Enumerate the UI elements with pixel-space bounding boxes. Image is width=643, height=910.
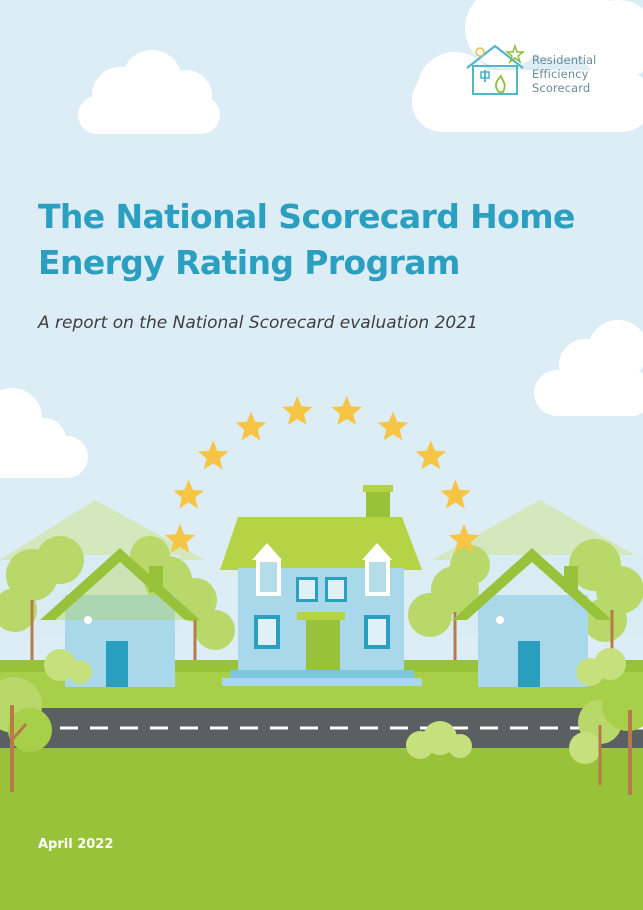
logo-line-3: Scorecard bbox=[532, 81, 591, 95]
cloud-top-left bbox=[78, 50, 220, 134]
foreground-tree-left bbox=[0, 677, 52, 792]
rating-star bbox=[282, 396, 313, 425]
residential-efficiency-scorecard-logo: Residential Efficiency Scorecard bbox=[463, 40, 613, 102]
rating-star bbox=[164, 524, 196, 553]
rating-star bbox=[377, 411, 409, 441]
bushes bbox=[44, 648, 626, 759]
logo-line-2: Efficiency bbox=[532, 67, 589, 81]
house-center bbox=[220, 485, 422, 686]
logo-wordmark: Residential Efficiency Scorecard bbox=[532, 53, 596, 95]
tree-row-left bbox=[0, 536, 235, 650]
report-subtitle: A report on the National Scorecard evalu… bbox=[38, 313, 478, 333]
foreground-tree-right bbox=[569, 679, 643, 795]
rating-stars bbox=[164, 396, 480, 553]
rating-star bbox=[198, 440, 229, 470]
rating-star bbox=[331, 396, 362, 425]
cloud-top-right bbox=[412, 0, 643, 132]
rating-star bbox=[415, 440, 446, 470]
publication-date: April 2022 bbox=[38, 837, 114, 852]
rating-star bbox=[235, 411, 267, 441]
report-title: The National Scorecard Home Energy Ratin… bbox=[38, 197, 575, 282]
rating-star bbox=[448, 524, 480, 553]
cloud-right bbox=[534, 320, 643, 416]
house-right bbox=[452, 548, 612, 687]
house-plug-icon bbox=[466, 43, 526, 95]
rating-star bbox=[440, 479, 471, 509]
rating-star bbox=[173, 479, 204, 509]
logo-line-1: Residential bbox=[532, 53, 597, 67]
cloud-left bbox=[0, 388, 88, 478]
